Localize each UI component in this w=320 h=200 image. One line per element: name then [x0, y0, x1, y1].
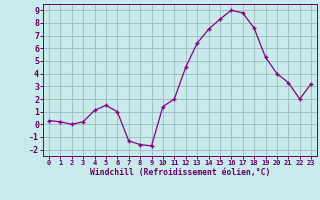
X-axis label: Windchill (Refroidissement éolien,°C): Windchill (Refroidissement éolien,°C): [90, 168, 270, 177]
